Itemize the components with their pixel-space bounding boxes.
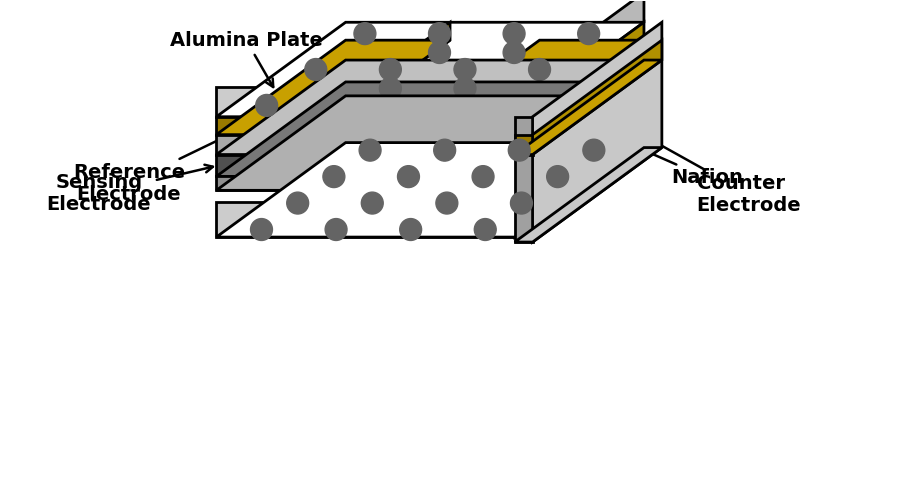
Polygon shape bbox=[217, 22, 644, 117]
Circle shape bbox=[503, 23, 525, 45]
Polygon shape bbox=[515, 60, 662, 154]
Circle shape bbox=[503, 42, 525, 64]
Circle shape bbox=[474, 218, 496, 240]
Circle shape bbox=[434, 139, 455, 161]
Text: Nafion: Nafion bbox=[577, 120, 743, 187]
Circle shape bbox=[354, 23, 376, 45]
Polygon shape bbox=[515, 60, 644, 176]
Circle shape bbox=[379, 78, 401, 99]
Polygon shape bbox=[515, 40, 644, 154]
Polygon shape bbox=[217, 135, 515, 154]
Polygon shape bbox=[515, 117, 533, 242]
Polygon shape bbox=[217, 143, 644, 237]
Polygon shape bbox=[410, 40, 644, 135]
Polygon shape bbox=[410, 117, 515, 135]
Polygon shape bbox=[217, 117, 321, 135]
Circle shape bbox=[583, 139, 605, 161]
Circle shape bbox=[256, 95, 278, 116]
Circle shape bbox=[305, 59, 326, 81]
Circle shape bbox=[330, 95, 352, 116]
Circle shape bbox=[250, 218, 272, 240]
Polygon shape bbox=[217, 176, 515, 190]
Polygon shape bbox=[217, 60, 644, 154]
Circle shape bbox=[405, 113, 427, 135]
Polygon shape bbox=[217, 96, 644, 190]
Polygon shape bbox=[515, 22, 644, 135]
Polygon shape bbox=[217, 40, 450, 135]
Polygon shape bbox=[321, 22, 450, 135]
Circle shape bbox=[330, 113, 352, 135]
Circle shape bbox=[405, 95, 427, 116]
Circle shape bbox=[398, 166, 420, 187]
Circle shape bbox=[323, 166, 345, 187]
Circle shape bbox=[361, 192, 383, 214]
Circle shape bbox=[287, 192, 309, 214]
Circle shape bbox=[399, 218, 421, 240]
Polygon shape bbox=[217, 202, 515, 237]
Polygon shape bbox=[217, 87, 515, 117]
Polygon shape bbox=[217, 82, 644, 176]
Circle shape bbox=[547, 166, 569, 187]
Polygon shape bbox=[533, 22, 662, 242]
Circle shape bbox=[325, 218, 347, 240]
Text: Reference
Electrode: Reference Electrode bbox=[73, 128, 243, 204]
Circle shape bbox=[429, 42, 451, 64]
Polygon shape bbox=[515, 148, 662, 242]
Circle shape bbox=[379, 59, 401, 81]
Polygon shape bbox=[515, 108, 644, 237]
Circle shape bbox=[480, 95, 502, 116]
Polygon shape bbox=[515, 0, 644, 117]
Polygon shape bbox=[217, 154, 515, 176]
Circle shape bbox=[429, 23, 451, 45]
Polygon shape bbox=[515, 135, 533, 154]
Polygon shape bbox=[515, 82, 644, 190]
Circle shape bbox=[511, 192, 532, 214]
Circle shape bbox=[454, 78, 476, 99]
Circle shape bbox=[508, 139, 530, 161]
Circle shape bbox=[359, 139, 381, 161]
Circle shape bbox=[436, 192, 458, 214]
Text: Sensing
Electrode: Sensing Electrode bbox=[47, 165, 213, 214]
Circle shape bbox=[528, 59, 550, 81]
Polygon shape bbox=[533, 40, 662, 154]
Text: Alumina Plate: Alumina Plate bbox=[170, 31, 323, 87]
Circle shape bbox=[454, 59, 476, 81]
Circle shape bbox=[473, 166, 494, 187]
Text: Counter
Electrode: Counter Electrode bbox=[602, 113, 802, 215]
Circle shape bbox=[578, 23, 600, 45]
